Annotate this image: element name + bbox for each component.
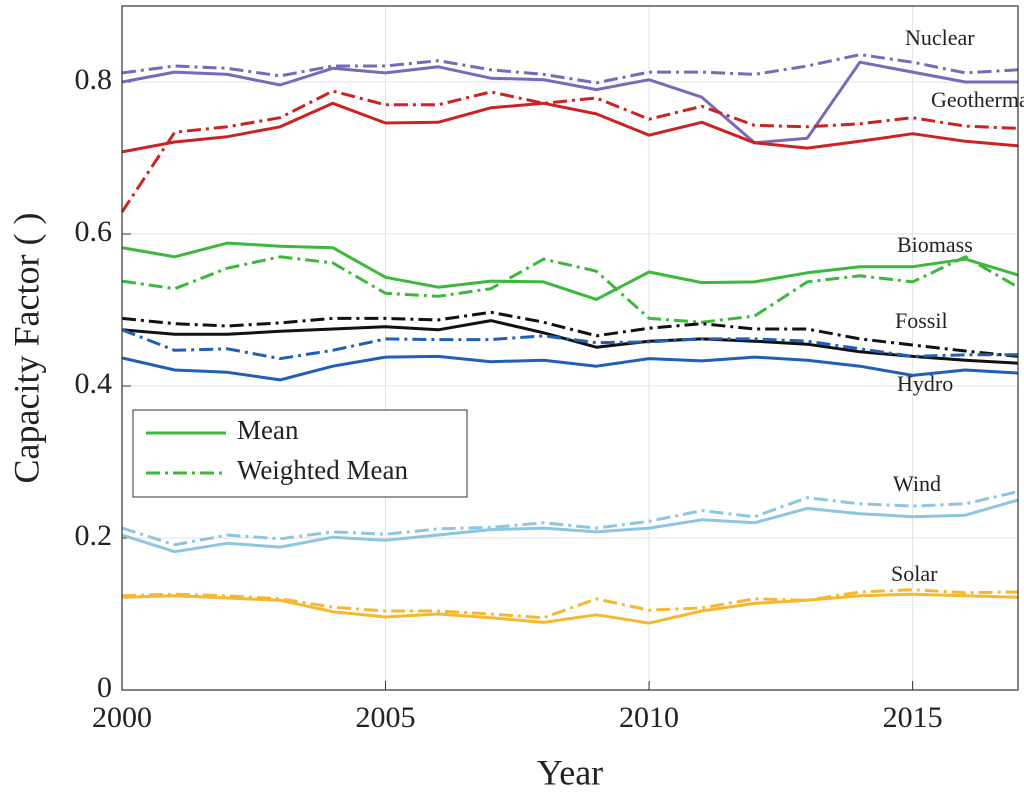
x-tick-label: 2000 (92, 701, 152, 734)
y-tick-label: 0 (97, 671, 112, 704)
weighted-mean-line (120, 89, 1019, 213)
series-label: Wind (893, 471, 941, 496)
x-tick-label: 2015 (883, 701, 943, 734)
series-label: Fossil (895, 308, 948, 333)
mean-line (121, 498, 1019, 554)
weighted-mean-line (121, 53, 1019, 85)
mean-line (121, 592, 1019, 625)
y-tick-label: 0.4 (75, 367, 113, 400)
mean-line (121, 241, 1019, 301)
mean-line (121, 60, 1018, 145)
mean-line (121, 354, 1019, 382)
series-label: Hydro (897, 371, 953, 396)
weighted-mean-line (121, 490, 1019, 547)
plot-frame (121, 5, 1019, 691)
series-label: Geothermal (931, 87, 1024, 112)
x-axis-label: Year (537, 752, 603, 792)
legend-box (132, 409, 468, 498)
legend-label: Mean (237, 415, 299, 445)
y-axis-label: Capacity Factor ( ) (6, 213, 46, 484)
x-tick-label: 2005 (356, 701, 416, 734)
y-tick-label: 0.8 (75, 63, 113, 96)
legend-label: Weighted Mean (237, 455, 409, 485)
y-tick-label: 0.6 (75, 215, 113, 248)
series-label: Biomass (897, 232, 973, 257)
mean-line (121, 101, 1019, 154)
mean-line (121, 319, 1019, 365)
series-label: Solar (891, 561, 938, 586)
series-label: Nuclear (905, 25, 975, 50)
y-tick-label: 0.2 (75, 519, 113, 552)
weighted-mean-line (121, 255, 1019, 324)
x-tick-label: 2010 (619, 701, 679, 734)
